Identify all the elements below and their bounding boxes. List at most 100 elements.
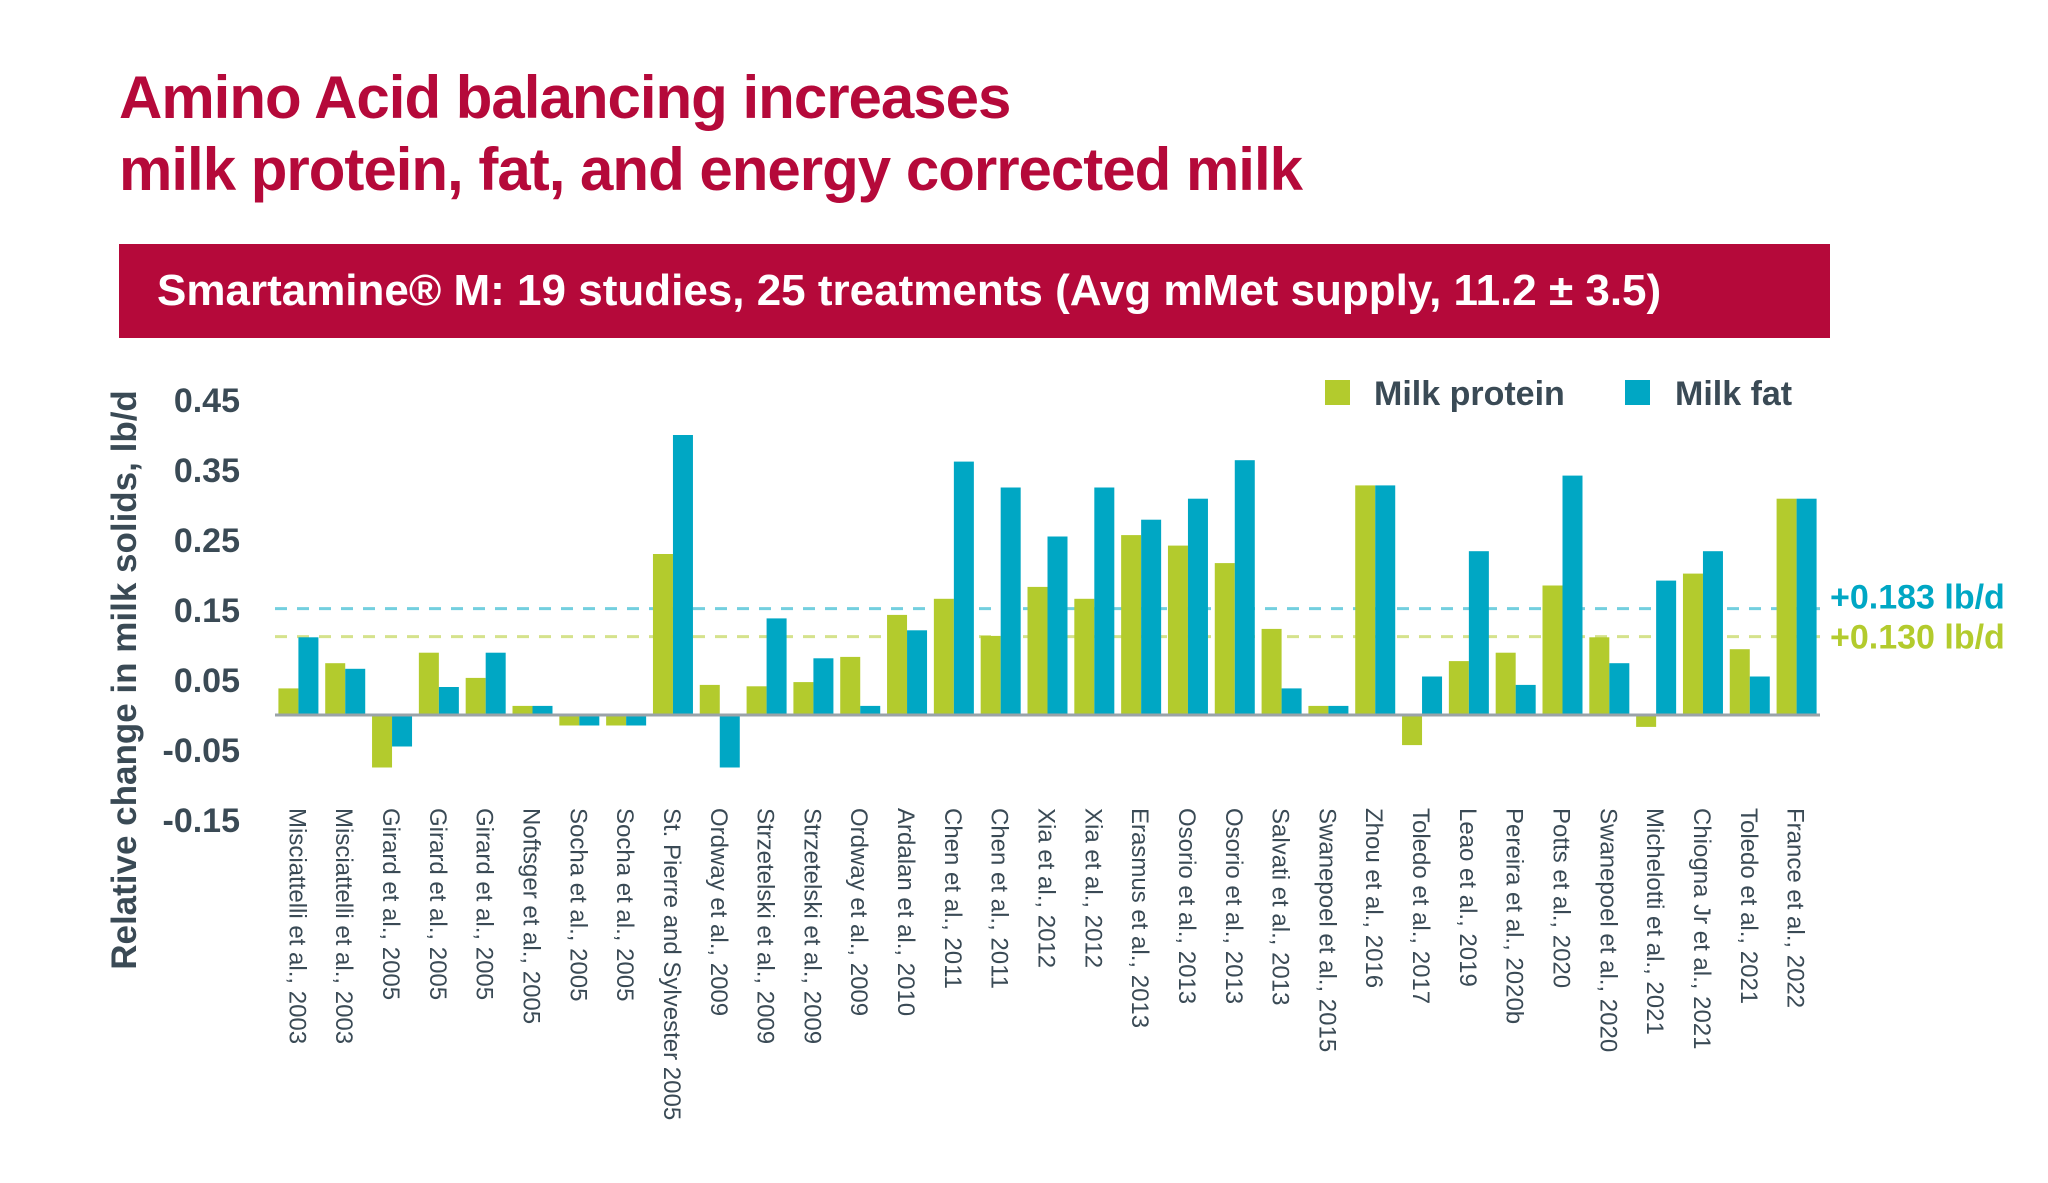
x-tick-label: St. Pierre and Sylvester 2005 — [658, 808, 685, 1120]
bar-fat — [345, 668, 366, 715]
x-tick-label: Girard et al., 2005 — [377, 808, 404, 1000]
x-tick-label: Socha et al., 2005 — [611, 808, 638, 1001]
bar-fat — [1562, 475, 1583, 715]
x-tick-label: Osorio et al., 2013 — [1173, 808, 1200, 1004]
x-tick-label: Girard et al., 2005 — [471, 808, 498, 1000]
y-tick-label: 0.45 — [174, 382, 240, 420]
x-tick-label: Misciattelli et al., 2003 — [330, 808, 357, 1044]
bar-protein — [1027, 586, 1048, 715]
bar-protein — [1214, 563, 1235, 715]
bar-fat — [813, 658, 834, 715]
x-tick-label: Ordway et al., 2009 — [705, 808, 732, 1016]
x-tick-label: Potts et al., 2020 — [1548, 808, 1575, 988]
bar-protein — [1542, 585, 1563, 715]
bar-fat — [1702, 551, 1723, 715]
y-tick-label: 0.05 — [174, 662, 240, 700]
bar-fat — [953, 461, 974, 715]
bar-fat — [298, 637, 319, 715]
x-tick-label: France et al., 2022 — [1782, 808, 1809, 1008]
x-tick-label: Leao et al., 2019 — [1454, 808, 1481, 987]
bar-protein — [793, 682, 814, 715]
bar-fat — [672, 435, 693, 715]
x-tick-label: Misciattelli et al., 2003 — [283, 808, 310, 1044]
bar-protein — [1729, 649, 1750, 715]
bar-protein — [1121, 535, 1142, 715]
legend-label-fat: Milk fat — [1675, 375, 1792, 413]
bar-fat — [485, 652, 506, 715]
bar-protein — [465, 677, 486, 715]
bar-protein — [1402, 715, 1423, 746]
bar-fat — [719, 715, 740, 768]
x-tick-label: Strzetelski et al., 2009 — [798, 808, 825, 1044]
bar-fat — [392, 715, 413, 747]
x-tick-label: Osorio et al., 2013 — [1220, 808, 1247, 1004]
x-tick-label: Zhou et al., 2016 — [1360, 808, 1387, 988]
y-axis-title: Relative change in milk solids, lb/d — [105, 390, 144, 970]
legend-swatch-fat — [1625, 380, 1650, 405]
bar-fat — [1796, 498, 1817, 715]
x-tick-label: Toledo et al., 2017 — [1407, 808, 1434, 1004]
bar-fat — [1328, 705, 1349, 715]
x-tick-label: Girard et al., 2005 — [424, 808, 451, 1000]
bar-protein — [512, 705, 533, 715]
x-tick-label: Chen et al., 2011 — [986, 808, 1013, 989]
x-tick-label: Ardalan et al., 2010 — [892, 808, 919, 1016]
x-tick-label: Xia et al., 2012 — [1033, 808, 1060, 968]
bar-fat — [1000, 487, 1021, 715]
bar-fat — [1749, 676, 1770, 715]
bar-fat — [1656, 580, 1677, 715]
bar-fat — [1375, 485, 1396, 715]
bar-protein — [1682, 573, 1703, 715]
x-tick-label: Ordway et al., 2009 — [845, 808, 872, 1016]
x-tick-label: Toledo et al., 2021 — [1735, 808, 1762, 1004]
bar-protein — [652, 554, 673, 715]
x-tick-label: Chiogna Jr et al., 2021 — [1688, 808, 1715, 1050]
bar-protein — [699, 684, 720, 715]
x-tick-label: Swanepoel et al., 2020 — [1594, 808, 1621, 1052]
bar-protein — [1261, 628, 1282, 715]
bar-protein — [933, 598, 954, 715]
x-tick-label: Strzetelski et al., 2009 — [752, 808, 779, 1044]
y-tick-label: 0.15 — [174, 592, 240, 630]
bar-protein — [1167, 545, 1188, 715]
reference-label: +0.130 lb/d — [1830, 619, 2005, 657]
bar-protein — [1308, 705, 1329, 715]
legend-swatch-protein — [1325, 380, 1350, 405]
bar-fat — [907, 630, 928, 715]
bar-protein — [606, 715, 627, 726]
page-title: Amino Acid balancing increases milk prot… — [119, 62, 1303, 206]
title-line-1: Amino Acid balancing increases — [119, 64, 1011, 131]
x-tick-label: Pereira et al., 2020b — [1501, 808, 1528, 1024]
reference-label: +0.183 lb/d — [1830, 579, 2005, 617]
bar-fat — [1047, 536, 1068, 715]
y-tick-label: -0.15 — [163, 802, 241, 840]
bar-protein — [372, 715, 393, 768]
bar-fat — [532, 705, 553, 715]
bar-protein — [887, 614, 908, 715]
y-tick-label: 0.35 — [174, 452, 240, 490]
bar-fat — [1094, 487, 1115, 715]
bar-fat — [1468, 551, 1489, 715]
bar-protein — [1074, 598, 1095, 715]
bar-fat — [579, 715, 600, 726]
bar-fat — [860, 705, 881, 715]
bar-fat — [766, 618, 787, 715]
bar-protein — [1776, 498, 1797, 715]
x-tick-label: Swanepoel et al., 2015 — [1313, 808, 1340, 1052]
bar-protein — [1636, 715, 1657, 727]
bar-protein — [1495, 652, 1516, 715]
x-tick-label: Chen et al., 2011 — [939, 808, 966, 989]
x-tick-label: Socha et al., 2005 — [564, 808, 591, 1001]
x-tick-label: Erasmus et al., 2013 — [1126, 808, 1153, 1028]
bar-protein — [980, 635, 1001, 715]
bar-fat — [1515, 684, 1536, 715]
bar-fat — [438, 687, 459, 715]
y-tick-label: 0.25 — [174, 522, 240, 560]
x-tick-label: Salvati et al., 2013 — [1267, 808, 1294, 1005]
y-tick-label: -0.05 — [163, 732, 241, 770]
bar-protein — [1355, 485, 1376, 715]
bar-fat — [1609, 663, 1630, 715]
legend: Milk protein Milk fat — [1325, 375, 1792, 413]
bar-protein — [840, 656, 861, 715]
bar-fat — [1234, 460, 1255, 715]
